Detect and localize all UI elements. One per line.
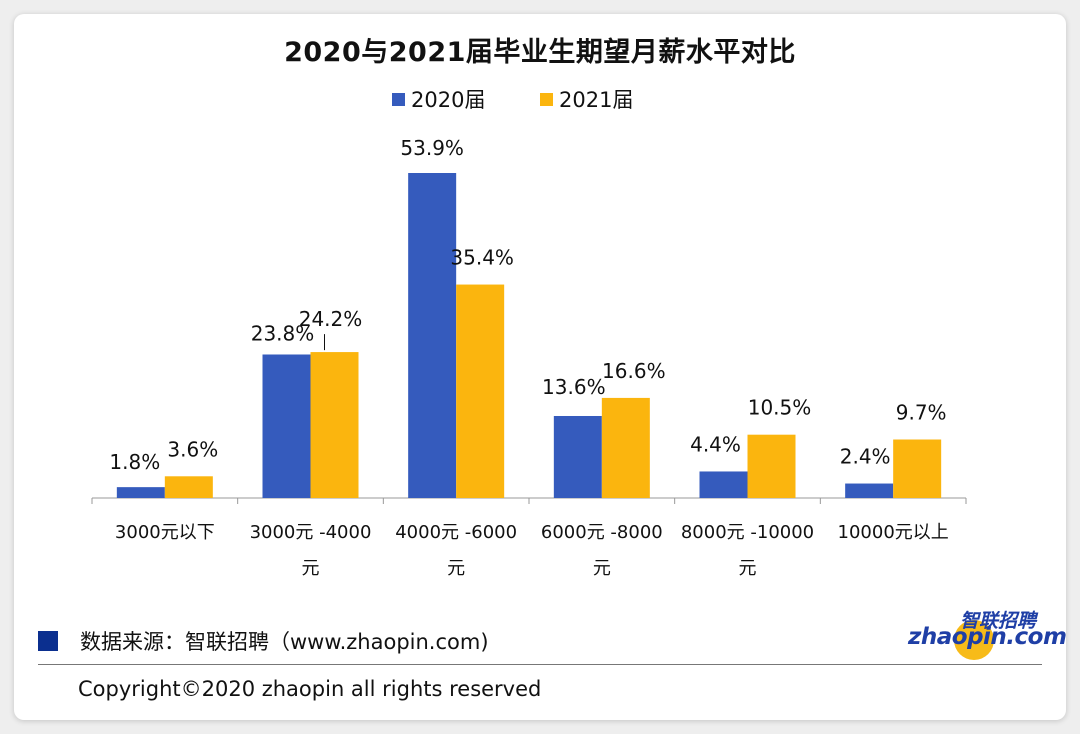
category-label-2-1: 元 xyxy=(447,558,465,579)
logo-en-text: zhaopin.com xyxy=(908,624,1067,650)
data-label-2020-3: 13.6% xyxy=(542,375,606,399)
data-label-2020-5: 2.4% xyxy=(840,445,891,469)
category-label-3-1: 元 xyxy=(593,558,611,579)
data-label-2020-2: 53.9% xyxy=(400,136,464,160)
bar-chart: 1.8% 3.6% 3000元以下 23.8%24.2% 3000元 -4000 元 53.… xyxy=(91,136,967,579)
data-label-2021-1: 24.2% xyxy=(299,307,363,331)
legend-item-2021: 2021届 xyxy=(540,84,633,114)
source-row: 数据来源：智联招聘（www.zhaopin.com) xyxy=(38,626,489,656)
bar-2021-2 xyxy=(456,284,505,498)
footer-divider xyxy=(38,664,1042,665)
data-label-2020-4: 4.4% xyxy=(690,432,741,456)
data-label-2020-1: 23.8% xyxy=(251,321,315,345)
data-label-2021-0: 3.6% xyxy=(167,437,218,461)
source-text: 数据来源：智联招聘（www.zhaopin.com) xyxy=(80,630,489,654)
bar-2020-5 xyxy=(845,483,894,498)
legend-label-2020: 2020届 xyxy=(411,88,486,112)
logo-cn-text: 智联招聘 xyxy=(960,610,1037,632)
category-label-1-1: 元 xyxy=(302,558,320,579)
logo-dot xyxy=(954,620,994,660)
category-label-5-0: 10000元以上 xyxy=(838,522,949,543)
legend-label-2021: 2021届 xyxy=(559,88,634,112)
chart-title: 2020与2021届毕业生期望月薪水平对比 xyxy=(284,37,796,68)
zhaopin-logo: 智联招聘 zhaopin.com xyxy=(900,606,1067,662)
copyright-text: Copyright©2020 zhaopin all rights reserv… xyxy=(78,677,542,701)
data-label-2021-3: 16.6% xyxy=(602,359,666,383)
data-label-2021-4: 10.5% xyxy=(748,396,812,420)
legend-item-2020: 2020届 xyxy=(392,84,485,114)
category-label-2-0: 4000元 -6000 xyxy=(395,522,517,543)
bar-2021-3 xyxy=(601,397,650,498)
bar-2021-4 xyxy=(747,434,796,498)
bar-2020-4 xyxy=(699,471,748,498)
bar-2020-0 xyxy=(116,487,165,498)
data-label-2021-5: 9.7% xyxy=(896,401,947,425)
bar-2021-5 xyxy=(893,439,942,498)
data-label-2021-2: 35.4% xyxy=(450,246,514,270)
legend-swatch-2021 xyxy=(540,92,553,106)
data-label-2020-0: 1.8% xyxy=(109,450,160,474)
legend-swatch-2020 xyxy=(392,92,405,106)
category-label-1-0: 3000元 -4000 xyxy=(250,522,372,543)
legend: 2020届 2021届 xyxy=(0,84,1080,112)
category-label-3-0: 6000元 -8000 xyxy=(541,522,663,543)
bar-2021-0 xyxy=(164,476,213,498)
source-marker xyxy=(38,631,58,651)
bar-2020-2 xyxy=(408,173,457,498)
category-label-4-1: 元 xyxy=(739,558,757,579)
chart-card xyxy=(14,14,1066,720)
bar-2021-1 xyxy=(310,352,359,498)
category-label-4-0: 8000元 -10000 xyxy=(681,522,814,543)
bar-2020-3 xyxy=(553,415,602,498)
category-label-0-0: 3000元以下 xyxy=(115,522,215,543)
bar-2020-1 xyxy=(262,354,311,498)
